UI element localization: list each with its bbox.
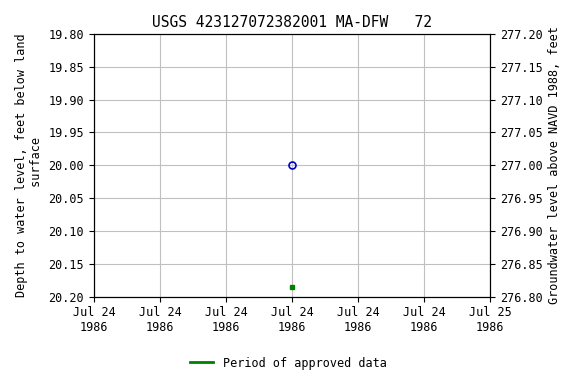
Title: USGS 423127072382001 MA-DFW   72: USGS 423127072382001 MA-DFW 72: [152, 15, 432, 30]
Y-axis label: Depth to water level, feet below land
 surface: Depth to water level, feet below land su…: [15, 33, 43, 297]
Legend: Period of approved data: Period of approved data: [185, 352, 391, 374]
Y-axis label: Groundwater level above NAVD 1988, feet: Groundwater level above NAVD 1988, feet: [548, 26, 561, 304]
